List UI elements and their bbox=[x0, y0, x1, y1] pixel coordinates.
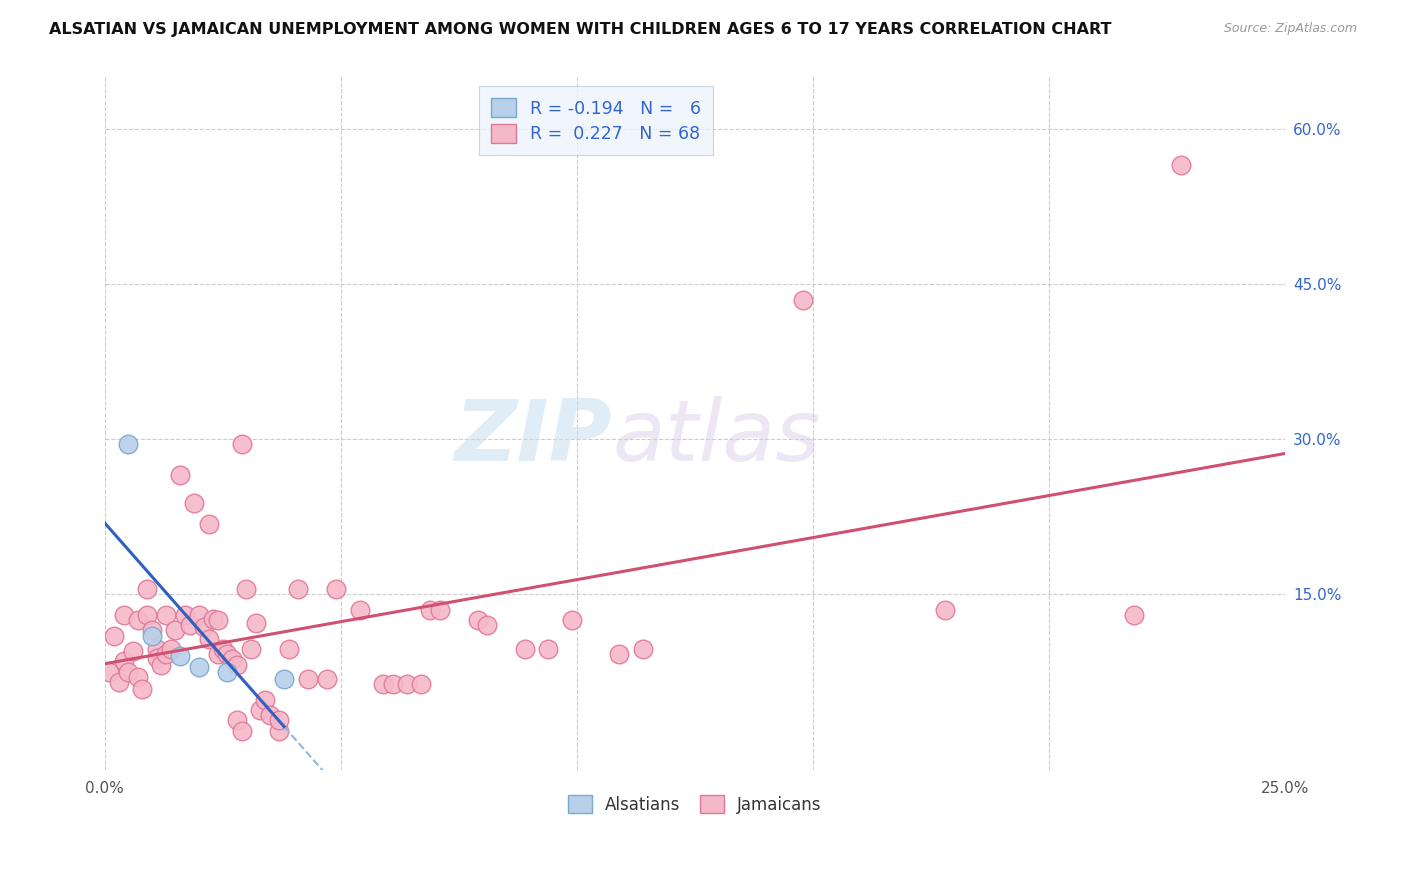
Point bbox=[150, 657, 173, 672]
Point bbox=[245, 616, 267, 631]
Point bbox=[207, 613, 229, 627]
Point bbox=[202, 612, 225, 626]
Point bbox=[211, 642, 233, 657]
Point bbox=[197, 516, 219, 531]
Point bbox=[231, 723, 253, 738]
Point bbox=[1122, 607, 1144, 622]
Point bbox=[513, 642, 536, 657]
Point bbox=[287, 582, 309, 596]
Point bbox=[429, 603, 451, 617]
Point bbox=[1170, 158, 1192, 172]
Point bbox=[174, 607, 197, 622]
Point bbox=[141, 629, 163, 643]
Point bbox=[188, 659, 211, 673]
Point bbox=[193, 620, 215, 634]
Text: ZIP: ZIP bbox=[454, 396, 612, 479]
Point bbox=[269, 723, 291, 738]
Point bbox=[117, 437, 139, 451]
Point bbox=[217, 665, 239, 679]
Point bbox=[145, 651, 167, 665]
Point bbox=[117, 665, 139, 679]
Point bbox=[373, 677, 395, 691]
Point bbox=[225, 714, 247, 728]
Point bbox=[165, 624, 187, 638]
Point bbox=[169, 649, 191, 664]
Point bbox=[122, 644, 145, 658]
Point bbox=[155, 607, 177, 622]
Point bbox=[127, 613, 149, 627]
Point bbox=[221, 652, 243, 666]
Point bbox=[159, 642, 181, 657]
Point bbox=[273, 672, 295, 686]
Point bbox=[277, 642, 299, 657]
Point bbox=[254, 692, 277, 706]
Point bbox=[127, 670, 149, 684]
Point bbox=[131, 682, 153, 697]
Point bbox=[103, 629, 125, 643]
Point bbox=[259, 708, 281, 723]
Point bbox=[561, 613, 583, 627]
Point bbox=[409, 677, 432, 691]
Point bbox=[792, 293, 814, 307]
Point bbox=[141, 624, 163, 638]
Point bbox=[225, 657, 247, 672]
Point bbox=[197, 632, 219, 646]
Point bbox=[235, 582, 257, 596]
Point bbox=[108, 675, 131, 690]
Point bbox=[381, 677, 404, 691]
Point bbox=[112, 655, 135, 669]
Point bbox=[315, 672, 337, 686]
Point bbox=[145, 642, 167, 657]
Point bbox=[112, 607, 135, 622]
Point bbox=[136, 607, 159, 622]
Point bbox=[631, 642, 654, 657]
Point bbox=[183, 496, 205, 510]
Point bbox=[249, 703, 271, 717]
Point bbox=[188, 607, 211, 622]
Point bbox=[98, 665, 121, 679]
Point bbox=[419, 603, 441, 617]
Point bbox=[240, 642, 263, 657]
Text: ALSATIAN VS JAMAICAN UNEMPLOYMENT AMONG WOMEN WITH CHILDREN AGES 6 TO 17 YEARS C: ALSATIAN VS JAMAICAN UNEMPLOYMENT AMONG … bbox=[49, 22, 1112, 37]
Point bbox=[297, 672, 319, 686]
Point bbox=[217, 647, 239, 661]
Point bbox=[537, 642, 560, 657]
Point bbox=[155, 647, 177, 661]
Legend: Alsatians, Jamaicans: Alsatians, Jamaicans bbox=[558, 785, 831, 824]
Point bbox=[269, 714, 291, 728]
Point bbox=[207, 647, 229, 661]
Point bbox=[467, 613, 489, 627]
Point bbox=[475, 618, 498, 632]
Point bbox=[349, 603, 371, 617]
Point bbox=[607, 647, 630, 661]
Point bbox=[325, 582, 347, 596]
Point bbox=[169, 468, 191, 483]
Point bbox=[136, 582, 159, 596]
Point bbox=[934, 603, 956, 617]
Point bbox=[231, 437, 253, 451]
Text: Source: ZipAtlas.com: Source: ZipAtlas.com bbox=[1223, 22, 1357, 36]
Point bbox=[395, 677, 418, 691]
Point bbox=[179, 618, 201, 632]
Text: atlas: atlas bbox=[612, 396, 820, 479]
